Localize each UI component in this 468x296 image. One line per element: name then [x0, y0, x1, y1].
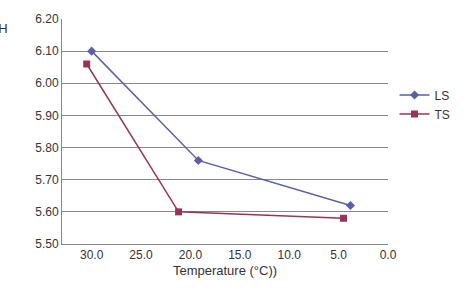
svg-text:5.0: 5.0	[330, 248, 347, 262]
svg-text:30.0: 30.0	[80, 248, 104, 262]
svg-text:6.20: 6.20	[35, 12, 59, 26]
svg-text:6.10: 6.10	[35, 44, 59, 58]
svg-text:5.50: 5.50	[35, 237, 59, 251]
svg-text:TS: TS	[435, 108, 450, 122]
svg-text:5.60: 5.60	[35, 205, 59, 219]
svg-text:15.0: 15.0	[228, 248, 252, 262]
svg-text:LS: LS	[435, 89, 450, 103]
svg-text:6.00: 6.00	[35, 76, 59, 90]
svg-text:pH: pH	[0, 21, 8, 36]
svg-text:5.70: 5.70	[35, 173, 59, 187]
svg-text:Temperature (°C)): Temperature (°C))	[173, 263, 277, 278]
svg-text:20.0: 20.0	[179, 248, 203, 262]
svg-text:10.0: 10.0	[278, 248, 302, 262]
svg-text:5.80: 5.80	[35, 141, 59, 155]
svg-text:5.90: 5.90	[35, 109, 59, 123]
svg-text:25.0: 25.0	[129, 248, 153, 262]
svg-text:0.0: 0.0	[380, 248, 397, 262]
